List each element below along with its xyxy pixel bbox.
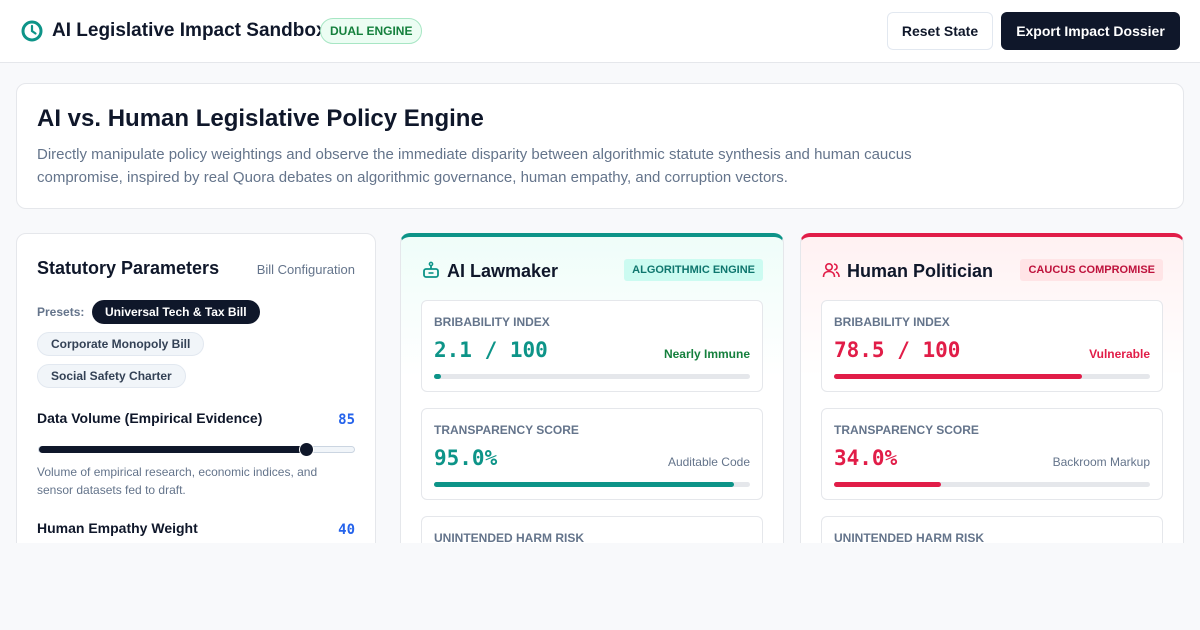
- ai-transparency-metric: Transparency Score 95.0% Auditable Code: [421, 408, 763, 500]
- preset-universal-tech-tax[interactable]: Universal Tech & Tax Bill: [92, 300, 260, 324]
- reset-state-button[interactable]: Reset State: [887, 12, 993, 50]
- metric-bar-fill: [834, 482, 941, 487]
- clock-icon: [21, 20, 43, 42]
- empathy-weight-value: 40: [338, 522, 355, 538]
- metric-status: Backroom Markup: [1052, 455, 1150, 469]
- ai-harm-risk-metric: Unintended Harm Risk: [421, 516, 763, 543]
- data-volume-fill: [39, 446, 307, 453]
- human-engine-badge: CAUCUS COMPROMISE: [1020, 259, 1163, 281]
- intro-card: AI vs. Human Legislative Policy Engine D…: [16, 83, 1184, 209]
- preset-corporate-monopoly[interactable]: Corporate Monopoly Bill: [37, 332, 205, 356]
- users-icon: [822, 262, 840, 278]
- presets-label: Presets:: [37, 305, 85, 319]
- human-harm-risk-metric: Unintended Harm Risk: [821, 516, 1163, 543]
- metric-bar: [434, 374, 750, 379]
- data-volume-description: Volume of empirical research, economic i…: [37, 465, 318, 497]
- metric-status: Nearly Immune: [663, 347, 750, 361]
- preset-social-safety[interactable]: Social Safety Charter: [37, 364, 186, 388]
- metric-value: 2.1 / 100: [434, 338, 548, 362]
- ai-bribability-metric: Bribability Index 2.1 / 100 Nearly Immun…: [421, 300, 763, 392]
- metric-label: Bribability Index: [834, 315, 950, 329]
- empathy-weight-label: Human Empathy Weight: [37, 520, 198, 536]
- data-volume-value: 85: [338, 412, 355, 428]
- ai-lawmaker-card: AI Lawmaker ALGORITHMIC ENGINE Bribabili…: [400, 233, 784, 543]
- page-title: AI vs. Human Legislative Policy Engine: [37, 105, 484, 132]
- params-title: Statutory Parameters: [37, 258, 220, 278]
- human-politician-card: Human Politician CAUCUS COMPROMISE Briba…: [800, 233, 1184, 543]
- metric-value: 34.0%: [834, 446, 898, 470]
- metric-status: Auditable Code: [667, 455, 750, 469]
- ai-engine-title: AI Lawmaker: [447, 261, 559, 281]
- metric-bar-fill: [834, 374, 1082, 379]
- metric-label: Unintended Harm Risk: [434, 531, 584, 543]
- metric-bar-fill: [434, 482, 734, 487]
- metric-bar: [434, 482, 750, 487]
- ai-engine-badge: ALGORITHMIC ENGINE: [624, 259, 763, 281]
- data-volume-thumb[interactable]: [299, 442, 314, 457]
- params-subtitle: Bill Configuration: [256, 262, 355, 277]
- metric-value: 78.5 / 100: [834, 338, 961, 362]
- data-volume-slider[interactable]: [38, 442, 355, 457]
- content-viewport: Statutory Parameters Bill Configuration …: [16, 233, 1184, 543]
- app-title: AI Legislative Impact Sandbox: [52, 20, 327, 41]
- metric-bar: [834, 374, 1150, 379]
- metric-label: Unintended Harm Risk: [834, 531, 984, 543]
- human-transparency-metric: Transparency Score 34.0% Backroom Markup: [821, 408, 1163, 500]
- top-bar: AI Legislative Impact Sandbox DUAL ENGIN…: [0, 0, 1200, 63]
- human-bribability-metric: Bribability Index 78.5 / 100 Vulnerable: [821, 300, 1163, 392]
- metric-label: Transparency Score: [834, 423, 979, 437]
- statutory-parameters-card: Statutory Parameters Bill Configuration …: [16, 233, 376, 543]
- dual-engine-badge: DUAL ENGINE: [320, 18, 423, 44]
- data-volume-label: Data Volume (Empirical Evidence): [37, 410, 263, 426]
- metric-value: 95.0%: [434, 446, 498, 470]
- human-engine-title: Human Politician: [847, 261, 994, 281]
- metric-bar: [834, 482, 1150, 487]
- metric-bar-fill: [434, 374, 441, 379]
- page-description: Directly manipulate policy weightings an…: [37, 146, 912, 186]
- metric-label: Transparency Score: [434, 423, 579, 437]
- robot-icon: [423, 261, 439, 278]
- metric-status: Vulnerable: [1089, 347, 1150, 361]
- export-dossier-button[interactable]: Export Impact Dossier: [1001, 12, 1180, 50]
- metric-label: Bribability Index: [434, 315, 550, 329]
